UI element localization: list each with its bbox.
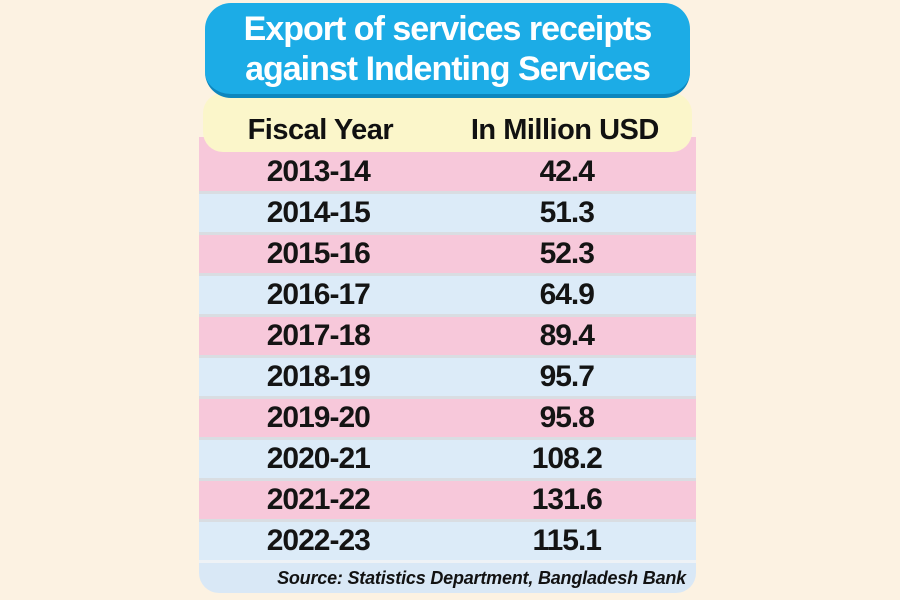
fiscal-year-cell: 2021-22 — [266, 483, 371, 516]
fiscal-year-cell: 2022-23 — [266, 524, 371, 557]
fiscal-year-cell: 2013-14 — [266, 155, 371, 188]
fiscal-year-cell: 2019-20 — [266, 401, 371, 434]
column-header-fiscal-year: Fiscal Year — [247, 114, 394, 146]
table-row: 2018-19 95.7 — [199, 355, 696, 396]
fiscal-year-cell: 2016-17 — [266, 278, 371, 311]
value-cell: 51.3 — [539, 196, 595, 229]
table-row: 2021-22 131.6 — [199, 478, 696, 519]
column-header-value: In Million USD — [470, 114, 659, 146]
title-banner: Export of services receipts against Inde… — [205, 3, 690, 98]
value-cell: 64.9 — [539, 278, 595, 311]
table-row: 2022-23 115.1 — [199, 519, 696, 560]
table-row: 2020-21 108.2 — [199, 437, 696, 478]
fiscal-year-cell: 2017-18 — [266, 319, 371, 352]
source-text: Source: Statistics Department, Banglades… — [277, 567, 686, 588]
value-cell: 108.2 — [531, 442, 603, 475]
table-row: 2016-17 64.9 — [199, 273, 696, 314]
value-cell: 131.6 — [531, 483, 603, 516]
title-line-1: Export of services receipts — [243, 9, 653, 48]
title-line-2: against Indenting Services — [245, 49, 651, 88]
fiscal-year-cell: 2018-19 — [266, 360, 371, 393]
source-footer: Source: Statistics Department, Banglades… — [199, 560, 696, 593]
value-cell: 95.8 — [539, 401, 595, 434]
export-services-table-card: Export of services receipts against Inde… — [199, 0, 696, 600]
table-header-row: Fiscal Year In Million USD — [203, 93, 692, 152]
value-cell: 115.1 — [532, 524, 602, 557]
value-cell: 52.3 — [539, 237, 595, 270]
table-row: 2019-20 95.8 — [199, 396, 696, 437]
fiscal-year-cell: 2015-16 — [266, 237, 371, 270]
value-cell: 95.7 — [539, 360, 595, 393]
value-cell: 89.4 — [539, 319, 595, 352]
fiscal-year-cell: 2020-21 — [266, 442, 371, 475]
value-cell: 42.4 — [539, 155, 595, 188]
table-row: 2014-15 51.3 — [199, 191, 696, 232]
table-body: 2013-14 42.4 2014-15 51.3 2015-16 52.3 2… — [199, 137, 696, 560]
fiscal-year-cell: 2014-15 — [266, 196, 371, 229]
table-row: 2015-16 52.3 — [199, 232, 696, 273]
table-row: 2017-18 89.4 — [199, 314, 696, 355]
